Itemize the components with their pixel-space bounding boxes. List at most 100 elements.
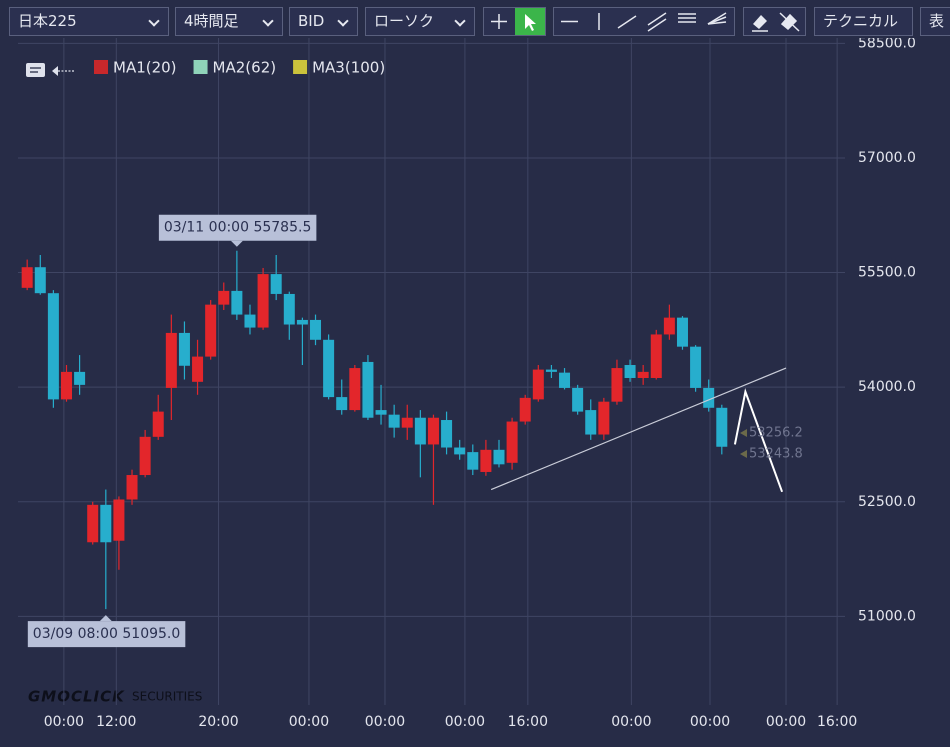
symbol-select[interactable]: 日本225 <box>9 7 169 36</box>
candle-body <box>493 449 505 465</box>
price-label: 53243.8 <box>749 446 803 461</box>
pointer-icon <box>525 14 536 31</box>
y-tick-label: 58500.0 <box>858 38 916 51</box>
line-tools <box>553 7 735 36</box>
legend-icons <box>26 63 74 77</box>
candle-body <box>545 369 557 372</box>
table-button[interactable]: 表 <box>920 7 950 36</box>
price-marker <box>740 428 747 437</box>
annotation-text: 03/09 08:00 51095.0 <box>33 626 181 642</box>
legend-swatch <box>94 60 108 74</box>
channel-button[interactable] <box>647 12 667 32</box>
candle-body <box>270 274 282 294</box>
candle-body <box>650 334 662 378</box>
x-tick-label: 16:00 <box>508 714 548 730</box>
legend-swatch <box>293 60 308 74</box>
candle-body <box>427 417 439 445</box>
technical-button[interactable]: テクニカル <box>814 7 913 36</box>
x-tick-label: 00:00 <box>44 714 84 730</box>
x-tick-label: 00:00 <box>445 714 485 730</box>
candle-body <box>257 274 269 328</box>
x-tick-label: 00:00 <box>365 714 405 730</box>
watermark-brand: GMOCLICK <box>28 688 125 706</box>
candle-body <box>192 356 204 382</box>
chart-style-select[interactable]: ローソク <box>365 7 475 36</box>
price-label: 53256.2 <box>749 425 803 440</box>
timeframe-select[interactable]: 4時間足 <box>175 7 283 36</box>
line-icons <box>561 12 727 32</box>
candle-body <box>690 346 702 388</box>
table-text: 表 <box>929 12 945 30</box>
y-tick-label: 52500.0 <box>858 494 916 510</box>
comment-icon[interactable] <box>26 63 45 77</box>
fibo-retracement-button[interactable] <box>678 13 696 23</box>
candle-body <box>611 368 623 402</box>
candle-body <box>375 410 387 415</box>
legend-label: MA3(100) <box>312 59 385 77</box>
x-tick-label: 00:00 <box>766 714 806 730</box>
price-type-text: BID <box>298 12 325 30</box>
candle-body <box>323 339 335 398</box>
candle-body <box>310 319 322 340</box>
candle-body <box>283 293 295 325</box>
fibo-fan-button[interactable] <box>707 12 727 25</box>
candle-body <box>100 504 112 543</box>
x-tick-label: 12:00 <box>96 714 136 730</box>
candle-body <box>34 267 46 294</box>
candle-body <box>585 410 597 435</box>
symbol-text: 日本225 <box>18 12 77 30</box>
annotation-pointer <box>99 615 112 622</box>
x-tick-label: 00:00 <box>611 714 651 730</box>
watermark-sub: SECURITIES <box>132 690 202 704</box>
drawing-line <box>490 367 787 491</box>
candle-body <box>74 371 86 385</box>
candle-body <box>349 368 361 411</box>
x-tick-label: 00:00 <box>690 714 730 730</box>
erase-icons <box>752 12 800 32</box>
candle-body <box>231 290 243 315</box>
candle-body <box>637 371 649 378</box>
candle-body <box>506 421 518 463</box>
timeframe-text: 4時間足 <box>184 12 239 30</box>
candle-body <box>716 407 728 447</box>
annotation-box <box>158 214 317 241</box>
y-tick-label: 51000.0 <box>858 608 916 624</box>
drawing-line <box>733 388 784 493</box>
candle-body <box>572 387 584 412</box>
price-annotation: 03/11 00:00 55785.5 <box>158 214 317 247</box>
cursor-icons <box>491 8 545 35</box>
x-tick-label: 20:00 <box>198 714 238 730</box>
candle-body <box>676 317 688 347</box>
candle-body <box>519 397 531 422</box>
cursor-tools <box>483 7 546 36</box>
candle-body <box>126 475 138 500</box>
eraser-button[interactable] <box>753 15 767 29</box>
x-tick-label: 16:00 <box>817 714 857 730</box>
y-tick-label: 57000.0 <box>858 150 916 166</box>
candle-body <box>663 317 675 335</box>
price-type-select[interactable]: BID <box>289 7 358 36</box>
candle-body <box>21 267 33 288</box>
price-annotation: 03/09 08:00 51095.0 <box>27 615 186 648</box>
candle-body <box>47 293 59 400</box>
erase-all-button[interactable] <box>779 12 800 32</box>
candle-body <box>480 449 492 472</box>
annotation-text: 03/11 00:00 55785.5 <box>164 220 312 236</box>
technical-text: テクニカル <box>823 12 899 30</box>
candle-body <box>388 414 400 428</box>
candle-body <box>703 387 715 408</box>
candle-body <box>60 371 72 400</box>
candle-body <box>362 361 374 418</box>
candle-body <box>218 290 230 305</box>
candle-body <box>624 365 636 378</box>
collapse-icon[interactable] <box>52 66 58 76</box>
candle-body <box>559 372 571 388</box>
trendline-button[interactable] <box>617 15 637 29</box>
crosshair-button[interactable] <box>491 14 507 29</box>
candle-body <box>401 417 413 428</box>
candle-body <box>152 411 164 437</box>
candle-body <box>441 420 453 448</box>
chart: GMOCLICK SECURITIES 58500.0 57000.0 55500.… <box>18 38 916 730</box>
legend-label: MA2(62) <box>213 59 277 77</box>
